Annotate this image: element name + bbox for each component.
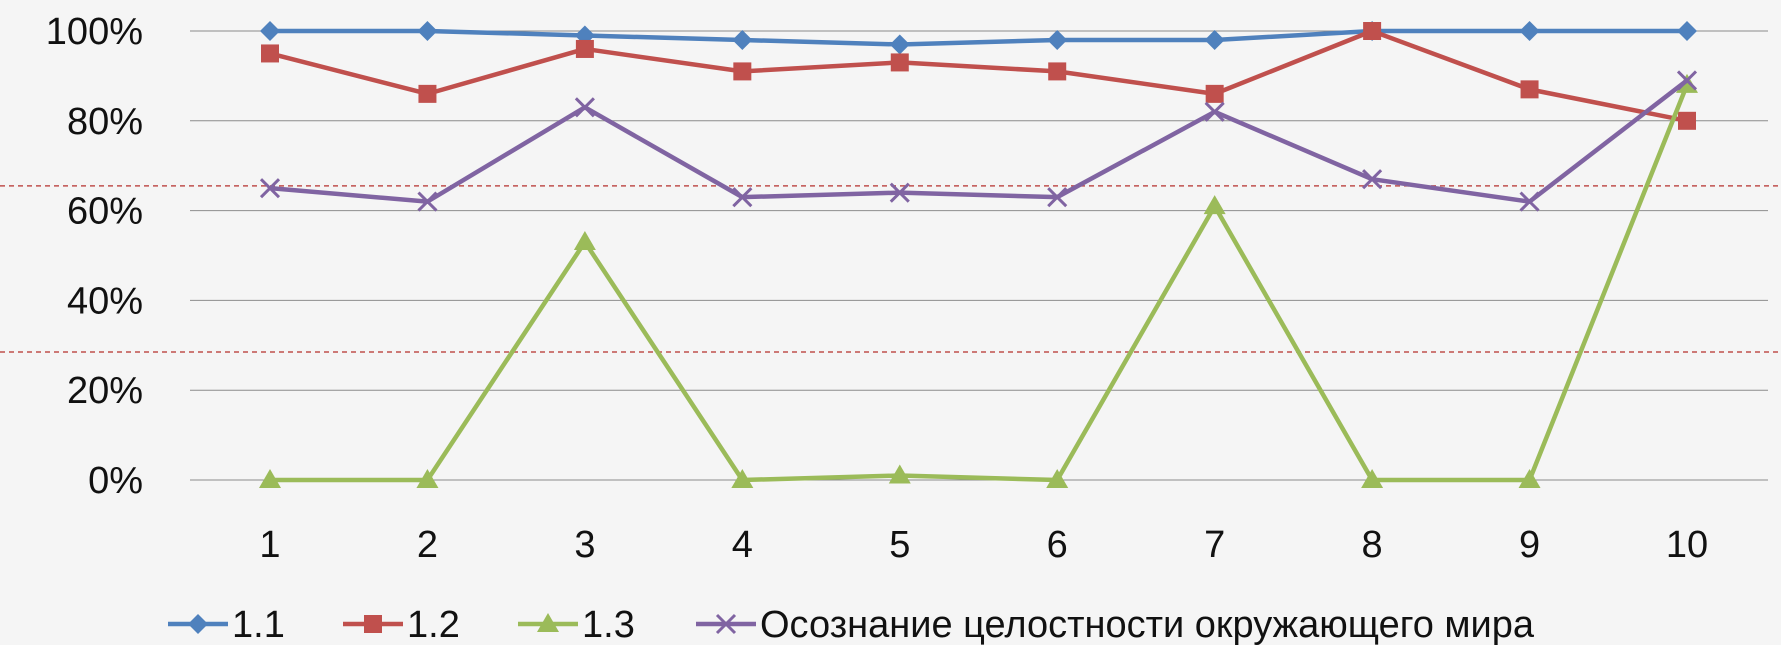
- data-point: [1047, 29, 1068, 50]
- data-point: [1677, 21, 1697, 41]
- x-tick-label: 6: [1047, 524, 1068, 566]
- legend-item: 1.3: [518, 604, 635, 645]
- data-point: [261, 44, 279, 63]
- legend-item: 1.2: [343, 604, 460, 645]
- data-point: [732, 187, 753, 208]
- data-point: [575, 39, 594, 58]
- data-point: [1519, 21, 1540, 41]
- legend-label: Осознание целостности окружающего мира: [760, 604, 1535, 645]
- series-4: [259, 70, 1698, 212]
- x-tick-label: 2: [417, 524, 438, 566]
- legend-label: 1.3: [582, 604, 635, 645]
- series-lines: [259, 21, 1698, 488]
- data-point: [1676, 73, 1698, 93]
- y-tick-label: 20%: [67, 370, 143, 412]
- data-point: [259, 469, 281, 488]
- x-tick-label: 1: [259, 524, 280, 566]
- data-point: [574, 97, 595, 118]
- series-2: [261, 22, 1696, 130]
- series-3: [259, 73, 1698, 488]
- legend-item: 1.1: [168, 604, 285, 645]
- data-point: [732, 29, 753, 50]
- data-point: [1519, 191, 1540, 212]
- data-point: [418, 84, 437, 103]
- data-point: [1518, 469, 1541, 488]
- legend-marker: [537, 613, 559, 632]
- data-point: [1046, 469, 1069, 488]
- data-point: [260, 21, 280, 41]
- data-point: [889, 182, 910, 203]
- series-1: [260, 21, 1697, 55]
- legend-marker: [715, 613, 737, 635]
- data-point: [889, 34, 910, 55]
- data-point: [1520, 80, 1539, 99]
- x-tick-label: 8: [1362, 524, 1383, 566]
- legend-label: 1.2: [407, 604, 460, 645]
- y-tick-label: 100%: [46, 11, 143, 53]
- data-point: [731, 469, 754, 488]
- x-tick-label: 3: [574, 524, 595, 566]
- legend: 1.1 1.2 1.3 Осознание целостности окружающе…: [168, 604, 1535, 645]
- y-tick-label: 60%: [67, 191, 143, 233]
- x-tick-label: 5: [889, 524, 910, 566]
- data-point: [888, 464, 911, 484]
- series-line: [270, 28, 1687, 47]
- data-point: [1676, 70, 1698, 91]
- x-tick-label: 4: [732, 524, 753, 566]
- series-line: [269, 78, 1689, 204]
- data-point: [1363, 22, 1382, 40]
- legend-label: 1.1: [232, 604, 285, 645]
- data-point: [1361, 469, 1384, 488]
- legend-marker: [364, 615, 382, 633]
- x-tick-label: 7: [1204, 524, 1225, 566]
- y-tick-label: 0%: [88, 460, 143, 502]
- data-point: [1678, 111, 1696, 130]
- legend-item: Осознание целостности окружающего мира: [696, 604, 1535, 645]
- series-line: [270, 84, 1690, 483]
- data-point: [259, 178, 281, 199]
- x-tick-label: 10: [1666, 524, 1708, 566]
- y-tick-label: 40%: [67, 280, 143, 322]
- series-line: [269, 28, 1688, 124]
- x-axis-tick-labels: 1 2 3 4 5 6 7 8 9 10: [259, 524, 1708, 566]
- data-point: [1203, 195, 1226, 215]
- data-point: [416, 469, 439, 488]
- data-point: [417, 191, 438, 212]
- data-point: [1205, 84, 1224, 103]
- data-point: [1048, 62, 1067, 81]
- data-point: [1362, 169, 1383, 190]
- legend-marker: [188, 614, 208, 634]
- data-point: [573, 231, 596, 251]
- y-tick-label: 80%: [67, 101, 143, 143]
- data-point: [890, 53, 909, 72]
- data-point: [1204, 101, 1225, 122]
- y-axis-tick-labels: 0% 20% 40% 60% 80% 100%: [46, 11, 143, 502]
- data-point: [1047, 187, 1068, 208]
- x-tick-label: 9: [1519, 524, 1540, 566]
- data-point: [1204, 29, 1225, 50]
- data-point: [417, 21, 438, 41]
- data-point: [733, 62, 752, 81]
